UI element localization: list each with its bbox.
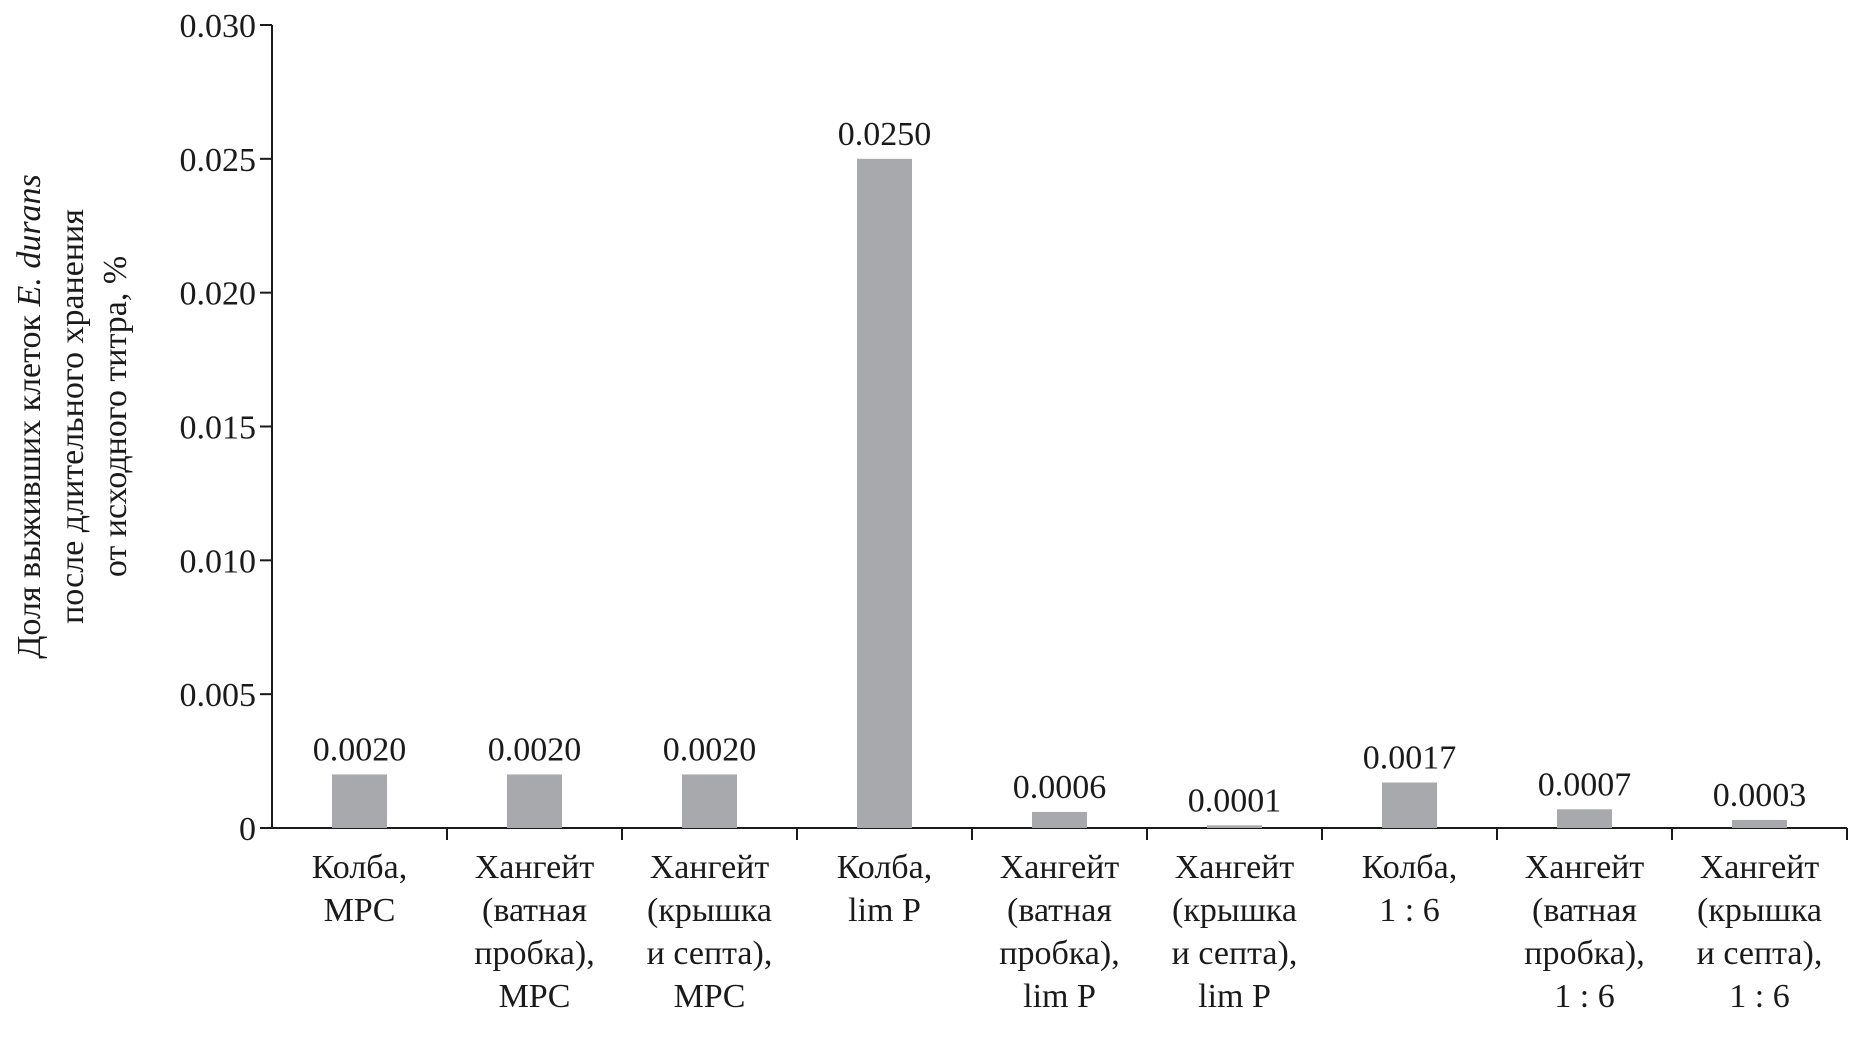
category-label-line: Хангейт (475, 849, 595, 886)
category-label-line: 1 : 6 (1554, 978, 1614, 1015)
category-label-line: MPC (324, 892, 396, 929)
value-labels: 0.0020 0.0020 0.0020 0.0250 0.0006 0.0001 0.00… (313, 116, 1807, 819)
category-label: Хангейт (крышка и септа), 1 : 6 (1697, 849, 1823, 1015)
bar (1557, 809, 1612, 828)
y-tick-label: 0.025 (180, 142, 257, 179)
category-label: Колба, MPC (312, 849, 407, 929)
y-tick-label: 0 (239, 811, 256, 848)
category-label-line: (крышка (1697, 892, 1822, 929)
y-axis-label-line: после длительного хранения (54, 209, 91, 624)
category-label-line: Колба, (1362, 849, 1457, 886)
category-label: Хангейт (крышка и септа), MPC (647, 849, 773, 1015)
y-axis-label-part: после длительного хранения (54, 209, 91, 624)
bar (1207, 825, 1262, 828)
category-label-line: и септа), (647, 935, 773, 972)
value-label: 0.0017 (1363, 739, 1457, 776)
category-label-line: (крышка (1172, 892, 1297, 929)
category-label-line: 1 : 6 (1379, 892, 1439, 929)
y-axis-label-part: Доля выживших клеток (11, 306, 48, 658)
category-label-line: Колба, (312, 849, 407, 886)
x-axis (272, 827, 1848, 840)
y-tick-label: 0.030 (180, 8, 257, 45)
category-label: Колба, lim P (837, 849, 932, 929)
y-axis: 0 0.005 0.010 0.015 0.020 0.025 0.030 (180, 8, 273, 848)
category-label-line: и септа), (1172, 935, 1298, 972)
category-label: Хангейт (ватная пробка), MPC (474, 849, 594, 1015)
category-label: Хангейт (ватная пробка), lim P (999, 849, 1119, 1015)
category-label-line: пробка), (999, 935, 1119, 972)
value-label: 0.0001 (1188, 782, 1282, 819)
value-label: 0.0250 (838, 116, 932, 153)
value-label: 0.0003 (1713, 777, 1807, 814)
category-label-line: Хангейт (1000, 849, 1120, 886)
bar (507, 774, 562, 828)
y-tick-label: 0.020 (180, 276, 257, 313)
bar (332, 774, 387, 828)
value-label: 0.0020 (313, 731, 407, 768)
category-label-line: MPC (674, 978, 746, 1015)
y-axis-label-part: от исходного титра, % (97, 256, 134, 577)
category-label-line: (ватная (1007, 892, 1112, 929)
bar (682, 774, 737, 828)
category-label: Хангейт (крышка и септа), lim P (1172, 849, 1298, 1015)
category-label-line: пробка), (474, 935, 594, 972)
category-label-line: 1 : 6 (1729, 978, 1789, 1015)
category-label-line: и септа), (1697, 935, 1823, 972)
y-tick-label: 0.010 (180, 543, 257, 580)
y-tick-label: 0.015 (180, 410, 257, 447)
value-label: 0.0020 (488, 731, 582, 768)
bars (332, 158, 1787, 829)
category-label-line: Хангейт (1525, 849, 1645, 886)
y-axis-label-line: от исходного титра, % (97, 256, 134, 577)
value-label: 0.0006 (1013, 769, 1107, 806)
bar (1382, 782, 1437, 828)
y-axis-label: Доля выживших клеток E. durans после длит… (11, 174, 134, 659)
category-label-line: lim P (1198, 978, 1271, 1015)
category-label-line: (крышка (647, 892, 772, 929)
bar (1032, 811, 1087, 828)
category-label-line: MPC (499, 978, 571, 1015)
bar (1732, 819, 1787, 828)
category-label: Хангейт (ватная пробка), 1 : 6 (1524, 849, 1644, 1015)
category-label-line: пробка), (1524, 935, 1644, 972)
category-label-line: (ватная (1532, 892, 1637, 929)
category-label-line: Хангейт (1175, 849, 1295, 886)
value-label: 0.0007 (1538, 766, 1632, 803)
category-label-line: (ватная (482, 892, 587, 929)
category-label-line: Колба, (837, 849, 932, 886)
y-axis-label-part: E. durans (11, 174, 48, 307)
bar (857, 158, 912, 829)
value-label: 0.0020 (663, 731, 757, 768)
y-tick-label: 0.005 (180, 677, 257, 714)
category-label-line: Хангейт (650, 849, 770, 886)
category-label-line: Хангейт (1700, 849, 1820, 886)
category-label: Колба, 1 : 6 (1362, 849, 1457, 929)
category-label-line: lim P (848, 892, 921, 929)
y-axis-label-line: Доля выживших клеток E. durans (11, 174, 48, 659)
category-label-line: lim P (1023, 978, 1096, 1015)
